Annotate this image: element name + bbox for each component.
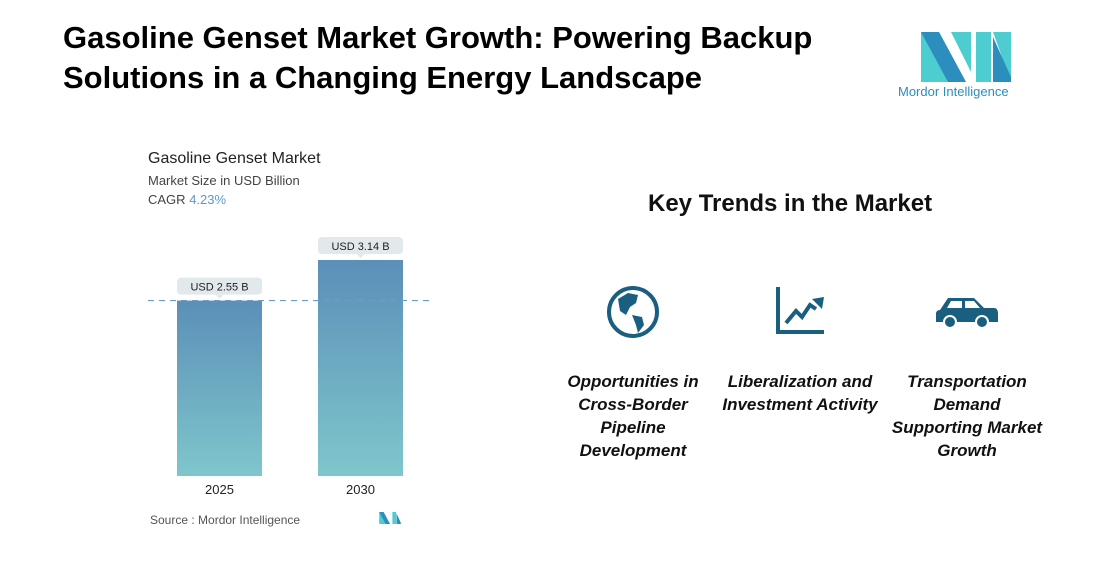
cagr: CAGR 4.23% [148,192,227,207]
globe-icon [607,286,659,338]
x-tick-label: 2025 [205,482,234,497]
trend-label-transportation: Transportation Demand Supporting Market … [891,372,1043,460]
chart-subtitle: Market Size in USD Billion [148,173,300,188]
trend-label-cross-border: Opportunities in Cross-Border Pipeline D… [567,372,699,460]
bar-2025 [177,300,262,476]
bar-chart: USD 2.55 B 2025 USD 3.14 B 2030 [148,237,434,497]
data-label: USD 2.55 B [190,282,248,294]
trend-label-liberalization: Liberalization and Investment Activity [722,372,878,414]
page-title: Gasoline Genset Market Growth: Powering … [63,20,813,95]
data-label-bg [318,237,403,254]
source: Source : Mordor Intelligence [150,513,301,527]
data-label-pointer [356,254,365,258]
data-label: USD 3.14 B [331,241,389,253]
logo-text: Mordor Intelligence [898,84,1009,99]
chart-title: Gasoline Genset Market [148,150,321,167]
chart-growth-icon [776,287,824,334]
x-tick-label: 2030 [346,482,375,497]
mordor-small-logo-icon [379,512,401,524]
key-trends-heading: Key Trends in the Market [648,190,933,217]
car-icon [936,298,998,329]
cagr-value: 4.23% [189,192,227,207]
data-label-bg [177,277,262,295]
data-label-pointer [215,294,224,299]
mordor-logo-icon [921,32,1011,82]
bar-2030 [318,260,403,476]
